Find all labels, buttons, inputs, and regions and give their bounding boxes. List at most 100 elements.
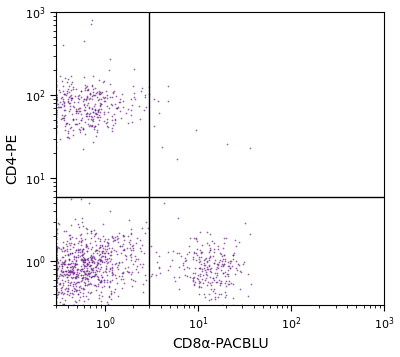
Point [104, 260, 110, 266]
Point [131, 90, 137, 96]
Point [70, 104, 76, 109]
Point [78, 88, 84, 94]
Point [118, 285, 125, 291]
Point [65, 252, 72, 258]
Point [73, 121, 79, 127]
Point [56, 87, 62, 92]
Point [222, 269, 228, 275]
Point [73, 271, 79, 277]
Point [88, 266, 95, 272]
Point [104, 256, 110, 262]
Point [61, 114, 68, 119]
Point [133, 256, 140, 261]
Point [98, 272, 104, 278]
Point [230, 257, 236, 262]
Point [78, 111, 84, 116]
Point [63, 92, 70, 98]
Point [94, 260, 101, 265]
Point [114, 105, 121, 110]
Point [82, 256, 88, 262]
Point [53, 291, 59, 297]
Point [53, 247, 59, 252]
Point [217, 257, 223, 263]
Point [72, 262, 78, 267]
Point [53, 264, 59, 270]
Point [88, 123, 94, 129]
Point [81, 265, 87, 271]
Point [81, 38, 87, 44]
Point [53, 109, 59, 115]
Point [126, 270, 132, 275]
Point [209, 238, 215, 244]
Point [54, 226, 61, 232]
Point [196, 254, 202, 260]
Point [57, 100, 64, 105]
Point [58, 104, 64, 110]
Point [193, 236, 200, 241]
Point [222, 294, 228, 300]
Point [181, 266, 188, 272]
Point [111, 88, 118, 94]
Point [91, 125, 98, 130]
Point [206, 256, 212, 261]
Point [53, 302, 59, 308]
Point [76, 287, 82, 293]
Point [78, 196, 85, 202]
Point [84, 230, 90, 236]
Point [86, 124, 92, 129]
Point [106, 283, 112, 289]
Point [125, 106, 131, 111]
Point [72, 86, 79, 91]
Point [94, 273, 100, 279]
Point [55, 260, 62, 265]
Point [75, 106, 82, 112]
Point [54, 258, 60, 263]
Point [53, 269, 59, 275]
Point [216, 277, 222, 282]
Point [62, 112, 68, 118]
Point [119, 98, 126, 104]
Point [197, 247, 203, 253]
Point [53, 129, 59, 135]
Point [80, 107, 87, 113]
Point [53, 246, 59, 252]
Point [100, 248, 107, 254]
Point [182, 258, 189, 263]
Point [197, 271, 203, 277]
Point [104, 103, 110, 109]
Point [72, 110, 79, 116]
Point [114, 233, 120, 239]
Point [53, 107, 59, 113]
Point [128, 254, 134, 260]
Point [78, 278, 85, 284]
Point [70, 244, 76, 250]
Point [53, 255, 59, 260]
Point [54, 289, 61, 295]
Point [108, 234, 115, 240]
Point [106, 67, 112, 72]
Point [53, 228, 59, 234]
Point [67, 264, 74, 270]
Point [53, 248, 59, 254]
Point [92, 107, 99, 113]
Point [53, 266, 59, 272]
Point [72, 109, 79, 114]
Point [142, 92, 148, 97]
Point [53, 248, 59, 254]
Point [108, 245, 115, 251]
Point [72, 280, 79, 286]
Point [61, 117, 67, 123]
Point [65, 272, 72, 277]
Point [53, 96, 60, 102]
Point [165, 250, 172, 255]
Point [200, 265, 207, 271]
Point [113, 264, 120, 270]
Point [53, 96, 59, 102]
Point [53, 285, 59, 291]
Point [68, 97, 74, 103]
Point [111, 116, 118, 122]
Point [176, 274, 182, 280]
Point [53, 249, 59, 255]
Point [53, 265, 59, 271]
Point [120, 247, 127, 253]
